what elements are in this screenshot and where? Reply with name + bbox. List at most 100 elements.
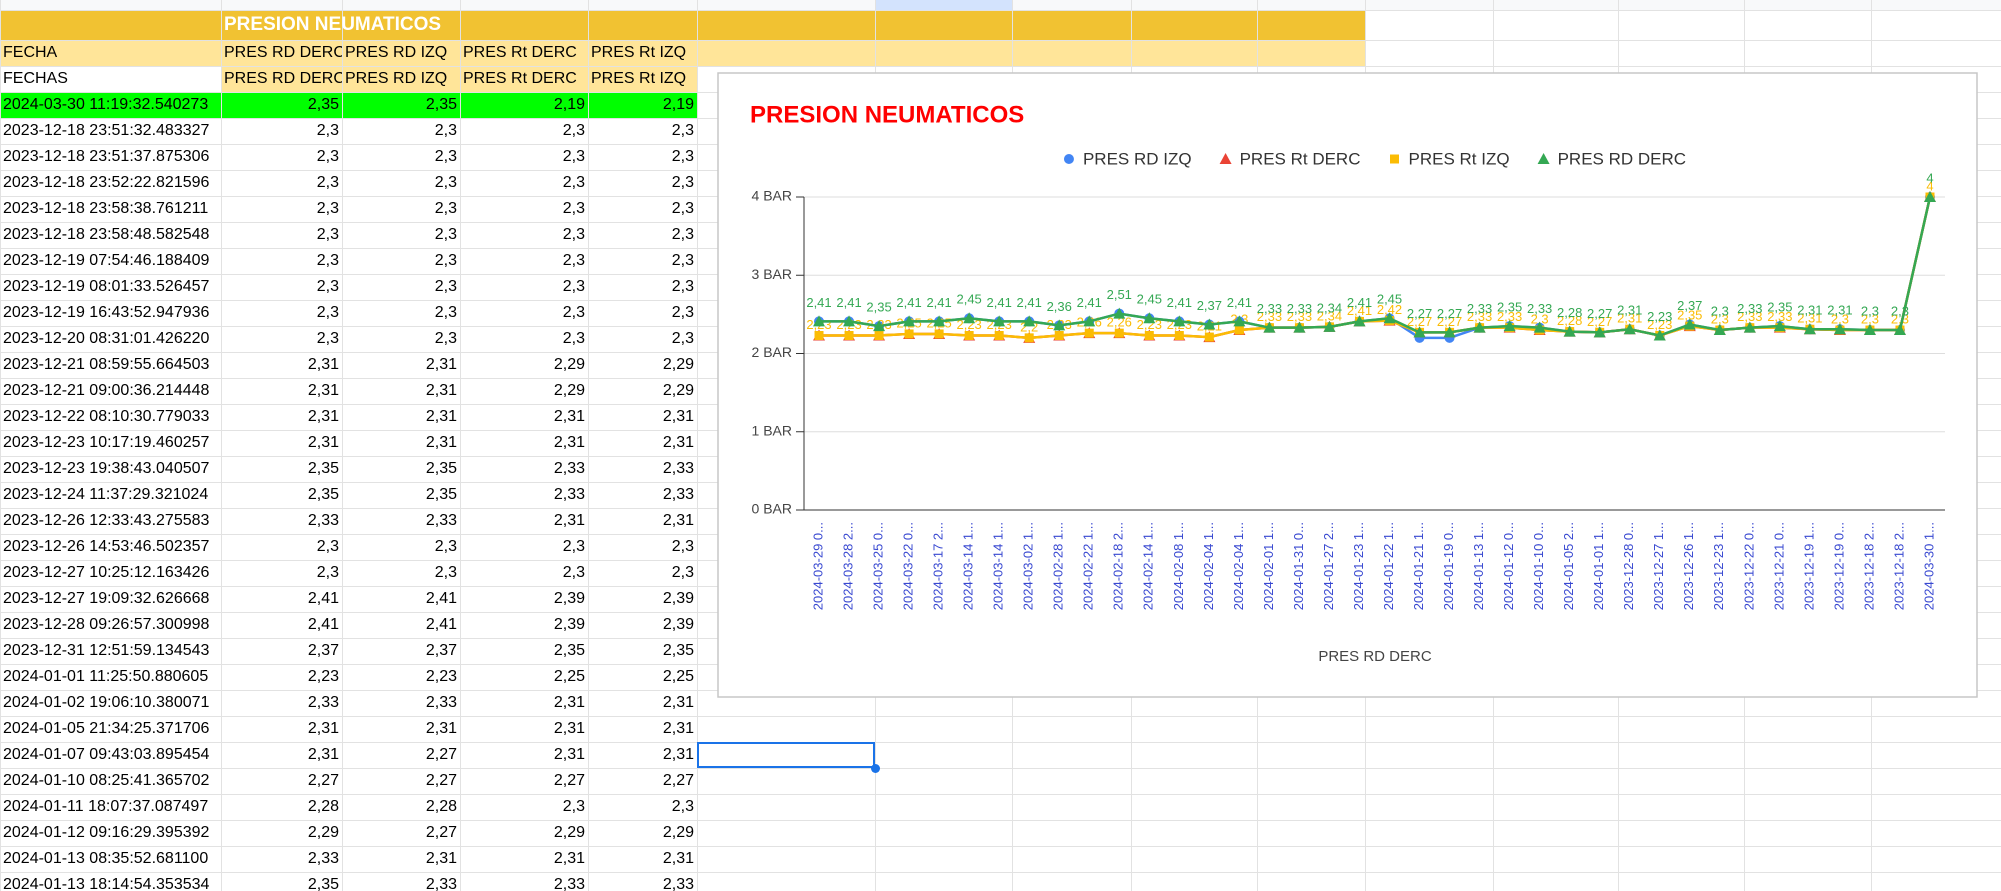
x-tick-label: 2023-12-26 1...: [1681, 522, 1696, 610]
data-cell: 2,35: [425, 460, 457, 477]
data-label: 2,51: [1107, 287, 1132, 302]
data-label: 2,3: [1861, 311, 1879, 326]
data-cell: 2,31: [425, 356, 457, 373]
data-point: [1083, 315, 1096, 327]
x-tick-label: 2024-01-05 2...: [1561, 522, 1576, 610]
x-tick-label: 2024-01-21 1...: [1411, 522, 1426, 610]
data-cell: 2023-12-18 23:58:38.761211: [3, 200, 209, 217]
x-tick-label: 2024-02-04 1...: [1231, 522, 1246, 610]
data-cell: 2023-12-24 11:37:29.321024: [3, 486, 209, 503]
data-label: 2,41: [1227, 295, 1252, 310]
data-label: 2,35: [866, 300, 891, 315]
x-tick-label: 2024-01-13 1...: [1471, 522, 1486, 610]
data-label: 2,3: [1891, 303, 1909, 318]
data-label: 2,41: [1017, 295, 1042, 310]
data-point: [933, 315, 946, 327]
data-cell: 2,35: [307, 460, 339, 477]
data-cell: 2,3: [434, 252, 457, 269]
data-label: 2,36: [1047, 299, 1072, 314]
data-label: 2,3: [1711, 311, 1729, 326]
data-cell: 2,41: [307, 590, 339, 607]
data-cell: 2,33: [553, 876, 585, 891]
data-cell: 2,27: [425, 772, 457, 789]
data-label: 2,42: [1377, 302, 1402, 317]
data-cell: 2,3: [671, 798, 694, 815]
data-point: [1233, 315, 1246, 327]
data-point: [1593, 326, 1606, 338]
data-cell: 2,3: [316, 200, 339, 217]
row-line: [0, 872, 2001, 873]
data-cell: 2,3: [316, 330, 339, 347]
x-tick-label: 2024-03-29 0...: [810, 522, 825, 610]
data-cell: 2,3: [434, 304, 457, 321]
data-label: 2,33: [1467, 301, 1492, 316]
data-point: [1413, 326, 1426, 338]
data-cell: 2,31: [425, 434, 457, 451]
row-line: [0, 820, 2001, 821]
data-cell: 2,29: [662, 382, 694, 399]
chart-frame[interactable]: [717, 72, 1978, 698]
data-cell: 2,3: [434, 538, 457, 555]
data-cell: 2,3: [316, 538, 339, 555]
data-point: [1054, 331, 1064, 341]
header-cell: PRES RD IZQ: [345, 70, 448, 87]
data-label: 2,45: [1137, 292, 1162, 307]
data-cell: 2,3: [671, 278, 694, 295]
y-tick-label: 3 BAR: [752, 266, 792, 282]
data-point: [1833, 323, 1846, 335]
header-cell: PRES RD DERC: [224, 70, 342, 87]
y-tick-label: 0 BAR: [752, 501, 792, 517]
fill-handle[interactable]: [871, 764, 880, 773]
data-cell: 2,37: [425, 642, 457, 659]
data-label: 2,31: [1797, 303, 1822, 318]
x-tick-label: 2024-03-22 0...: [901, 522, 916, 610]
data-cell: 2,3: [316, 148, 339, 165]
data-point: [1143, 312, 1156, 324]
data-label: 2,33: [1767, 309, 1792, 324]
x-tick-label: 2024-01-01 1...: [1591, 522, 1606, 610]
selected-cell[interactable]: [697, 742, 875, 768]
data-label: 2,33: [1257, 309, 1282, 324]
data-point: [1653, 329, 1666, 341]
data-point: [874, 331, 884, 341]
data-cell: 2,33: [662, 460, 694, 477]
data-cell: 2,3: [316, 278, 339, 295]
data-cell: 2,3: [562, 122, 585, 139]
data-point: [903, 315, 916, 327]
data-point: [1114, 328, 1124, 338]
selected-column-header: [875, 0, 1012, 10]
data-cell: 2024-01-10 08:25:41.365702: [3, 772, 210, 789]
x-tick-label: 2024-02-14 1...: [1141, 522, 1156, 610]
series-line: [819, 196, 1932, 337]
data-point: [994, 331, 1004, 341]
data-cell: 2023-12-31 12:51:59.134543: [3, 642, 210, 659]
data-label: 2,41: [896, 295, 921, 310]
data-label: 2,28: [1557, 313, 1582, 328]
data-cell: 2,31: [662, 694, 694, 711]
data-label: 2,34: [1317, 300, 1342, 315]
data-cell: 2,31: [662, 720, 694, 737]
title-row-fill: [0, 10, 1365, 40]
data-cell: 2,19: [553, 96, 585, 113]
data-cell: 2,3: [562, 330, 585, 347]
x-tick-label: 2024-01-12 0...: [1501, 522, 1516, 610]
x-tick-label: 2024-01-31 0...: [1291, 522, 1306, 610]
data-cell: 2024-01-02 19:06:10.380071: [3, 694, 210, 711]
column-line: [221, 0, 222, 891]
data-label: 2,35: [1767, 300, 1792, 315]
data-cell: 2,3: [316, 564, 339, 581]
data-cell: 2,3: [434, 174, 457, 191]
x-tick-label: 2024-02-04 1...: [1201, 522, 1216, 610]
x-tick-label: 2023-12-18 2...: [1891, 522, 1906, 610]
x-tick-label: 2024-01-19 0...: [1441, 522, 1456, 610]
data-cell: 2,3: [671, 330, 694, 347]
data-cell: 2,3: [316, 122, 339, 139]
data-cell: 2,3: [671, 174, 694, 191]
data-cell: 2,28: [425, 798, 457, 815]
x-tick-label: 2023-12-28 0...: [1621, 522, 1636, 610]
data-cell: 2,31: [662, 746, 694, 763]
data-label: 2,31: [1617, 311, 1642, 326]
data-point: [1803, 323, 1816, 335]
data-label: 2,23: [1647, 309, 1672, 324]
